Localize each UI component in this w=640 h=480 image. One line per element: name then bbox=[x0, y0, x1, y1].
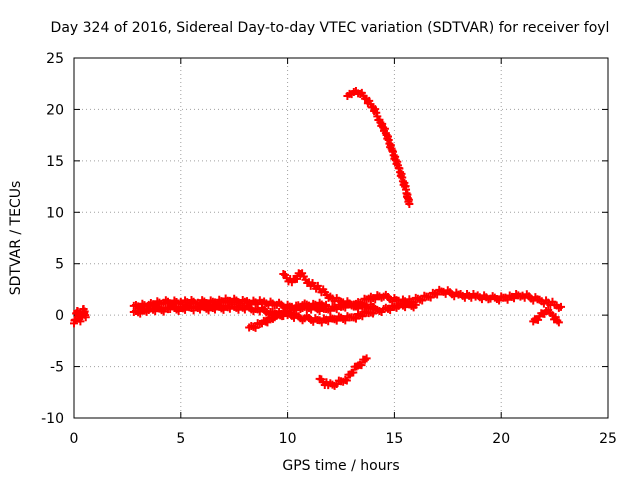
data-point-fill bbox=[251, 323, 260, 332]
data-point bbox=[322, 300, 331, 309]
data-point-fill bbox=[357, 361, 366, 370]
data-point-fill bbox=[263, 318, 272, 327]
y-tick-label: 0 bbox=[55, 308, 64, 324]
data-point bbox=[81, 313, 90, 322]
axis-tick-labels: 0 5 10 15 20 25 -10 -5 0 5 10 15 20 25 bbox=[41, 51, 617, 447]
x-tick-label: 5 bbox=[176, 431, 185, 447]
y-tick-label: 5 bbox=[55, 257, 64, 273]
axis-ticks bbox=[73, 57, 609, 419]
series-segment-negative bbox=[315, 354, 371, 390]
x-tick-label: 0 bbox=[70, 431, 79, 447]
data-point-fill bbox=[495, 296, 504, 305]
data-point bbox=[554, 318, 563, 327]
data-point-fill bbox=[159, 307, 168, 316]
y-tick-label: 10 bbox=[46, 205, 64, 221]
series-segment-hump bbox=[279, 269, 378, 313]
data-point-fill bbox=[358, 312, 367, 321]
data-point bbox=[362, 354, 371, 363]
data-points bbox=[70, 87, 566, 390]
data-point-fill bbox=[433, 290, 442, 299]
data-point-fill bbox=[210, 305, 219, 314]
data-point-fill bbox=[181, 305, 190, 314]
data-point-fill bbox=[426, 293, 435, 302]
y-tick-label: -5 bbox=[50, 360, 64, 376]
x-tick-label: 20 bbox=[492, 431, 510, 447]
data-point-fill bbox=[219, 305, 228, 314]
y-tick-label: -10 bbox=[41, 411, 64, 427]
data-point-fill bbox=[174, 306, 183, 315]
data-point-fill bbox=[332, 316, 341, 325]
y-axis-label: SDTVAR / TECUs bbox=[8, 181, 24, 296]
data-point-fill bbox=[349, 368, 358, 377]
data-point-fill bbox=[401, 303, 410, 312]
data-point-fill bbox=[317, 318, 326, 327]
data-point bbox=[369, 302, 378, 311]
data-point-fill bbox=[136, 309, 145, 318]
plot-frame bbox=[73, 57, 609, 419]
x-tick-label: 25 bbox=[599, 431, 617, 447]
series-segment-rising-from-negative bbox=[245, 298, 331, 332]
data-point-fill bbox=[503, 295, 512, 304]
data-point-fill bbox=[292, 274, 301, 283]
series-segment-late-dip bbox=[529, 306, 563, 327]
chart-title: Day 324 of 2016, Sidereal Day-to-day VTE… bbox=[51, 20, 610, 36]
grid bbox=[74, 58, 608, 418]
series-segment-high-arc bbox=[343, 87, 414, 209]
series-segment-early bbox=[70, 304, 90, 328]
data-point-fill bbox=[386, 306, 395, 315]
x-axis-label: GPS time / hours bbox=[282, 458, 399, 474]
x-tick-label: 15 bbox=[385, 431, 403, 447]
data-point-fill bbox=[298, 304, 307, 312]
y-tick-label: 25 bbox=[46, 51, 64, 67]
x-tick-label: 10 bbox=[279, 431, 297, 447]
data-point-fill bbox=[151, 307, 160, 316]
data-point-fill bbox=[341, 316, 350, 325]
y-tick-label: 20 bbox=[46, 102, 64, 118]
y-tick-label: 15 bbox=[46, 154, 64, 170]
data-point-fill bbox=[278, 312, 287, 321]
data-point bbox=[411, 300, 420, 309]
data-point-fill bbox=[371, 295, 380, 304]
data-point-fill bbox=[332, 305, 341, 314]
data-point-fill bbox=[534, 315, 543, 324]
data-point-fill bbox=[342, 376, 351, 385]
data-point-fill bbox=[292, 305, 301, 314]
data-point-fill bbox=[324, 317, 333, 326]
data-point-fill bbox=[510, 294, 519, 303]
data-point-fill bbox=[351, 314, 360, 323]
data-point bbox=[557, 302, 566, 311]
data-point-fill bbox=[285, 308, 294, 317]
data-point bbox=[405, 200, 414, 209]
data-point-fill bbox=[418, 296, 427, 305]
